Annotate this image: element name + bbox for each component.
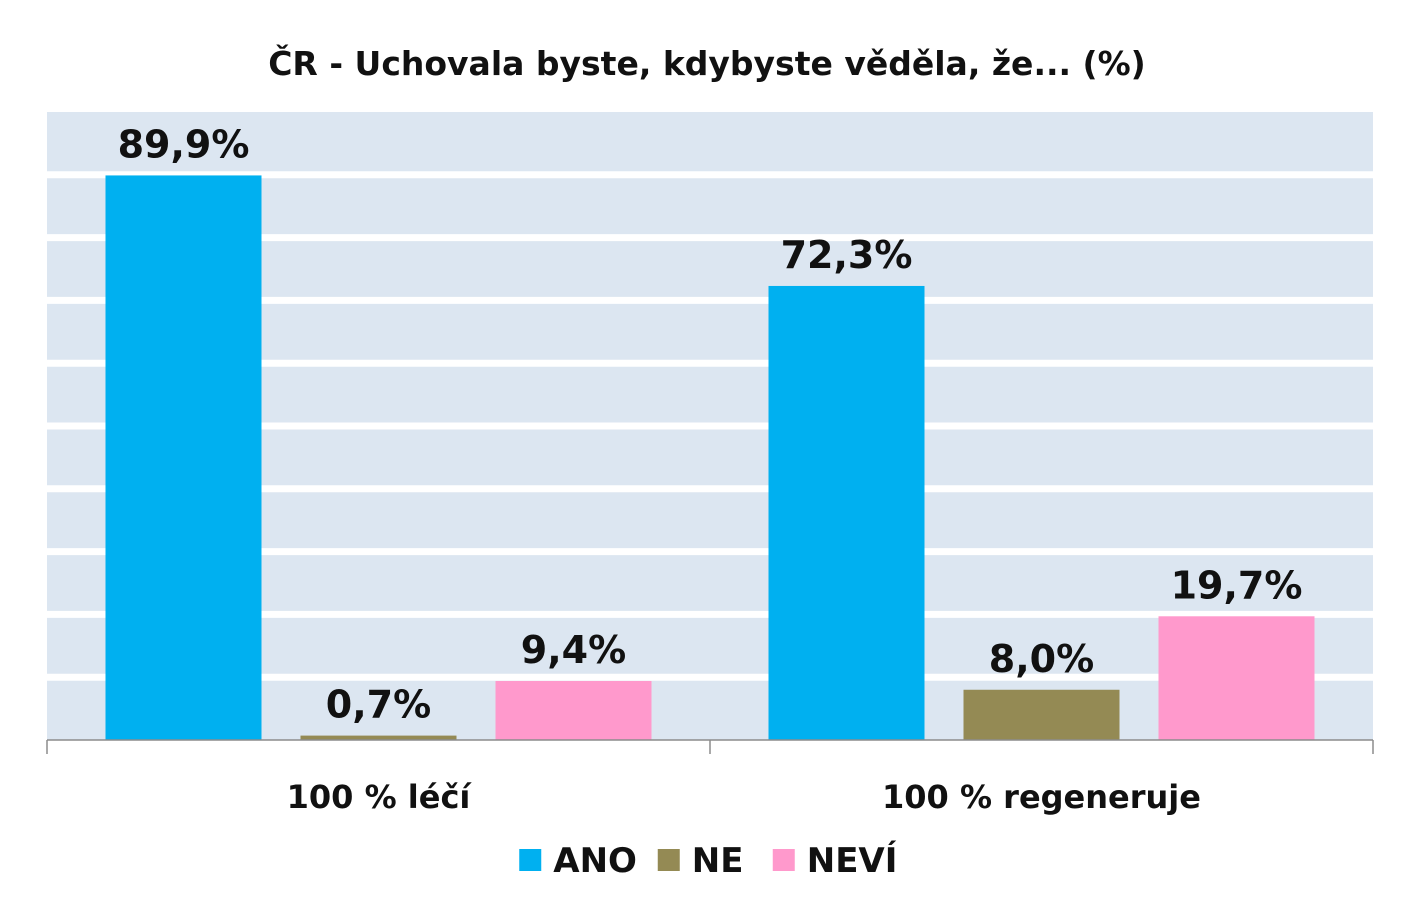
- legend-swatch-ne: [657, 849, 680, 871]
- gridlines: [47, 171, 1373, 681]
- x-axis: 100 % léčí 100 % regeneruje: [46, 739, 1374, 816]
- category-label: 100 % léčí: [287, 778, 473, 816]
- data-labels: 89,9% 0,7% 9,4% 72,3% 8,0% 19,7%: [118, 122, 1303, 726]
- bar-ne-2: [963, 689, 1120, 740]
- legend-label: ANO: [553, 841, 637, 881]
- bar-neví-1: [495, 680, 652, 740]
- legend-label: NEVÍ: [807, 840, 898, 881]
- bar-ano-2: [768, 285, 925, 740]
- bars: [105, 175, 1315, 741]
- data-label: 8,0%: [989, 637, 1094, 681]
- chart-title: ČR - Uchovala byste, kdybyste věděla, že…: [268, 43, 1146, 83]
- data-label: 0,7%: [326, 683, 431, 727]
- data-label: 19,7%: [1171, 563, 1303, 607]
- legend-label: NE: [692, 841, 744, 881]
- legend-swatch-ano: [519, 849, 542, 871]
- bar-neví-2: [1158, 616, 1315, 740]
- data-label: 9,4%: [521, 628, 626, 672]
- category-label: 100 % regeneruje: [882, 778, 1201, 816]
- legend: ANO NE NEVÍ: [519, 840, 897, 881]
- data-label: 89,9%: [118, 122, 250, 166]
- bar-ano-1: [105, 175, 262, 741]
- bar-ne-1: [300, 735, 457, 740]
- data-label: 72,3%: [781, 233, 913, 277]
- legend-swatch-neví: [772, 849, 795, 871]
